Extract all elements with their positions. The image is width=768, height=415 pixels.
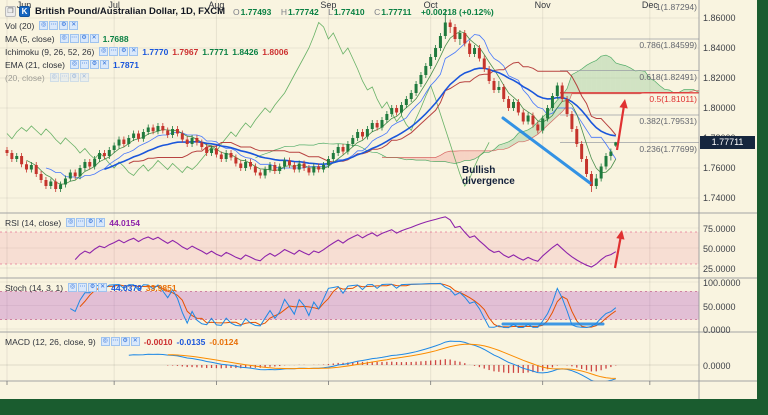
volume-indicator-label[interactable]: Vol (20): [5, 20, 35, 31]
hidden-ma-indicator-buttons: ◎ ⋯ ⚙ ✕: [49, 73, 89, 82]
ma-indicator-label[interactable]: MA (5, close): [5, 33, 55, 44]
low-label: L: [328, 7, 333, 17]
time-axis[interactable]: [0, 381, 699, 399]
stoch-indicator-buttons: ◎ ⋯ ⚙ ✕: [68, 283, 108, 292]
menu-icon[interactable]: ⋯: [110, 337, 120, 346]
eye-icon[interactable]: ◎: [66, 218, 76, 227]
menu-icon[interactable]: ⋯: [49, 21, 59, 30]
desktop-edge-right: [757, 0, 768, 415]
close-icon[interactable]: ✕: [79, 73, 89, 82]
ohlc-readout: O1.77493 H1.77742 L1.77410 C1.77711 +0.0…: [228, 2, 494, 20]
ema-indicator-buttons: ◎ ⋯ ⚙ ✕: [70, 60, 109, 69]
eye-icon[interactable]: ◎: [100, 337, 110, 346]
legend-row-ichimoku: Ichimoku (9, 26, 52, 26) ◎ ⋯ ⚙ ✕ 1.7770 1.7…: [5, 45, 494, 58]
window-restore-icon[interactable]: ❐: [5, 5, 16, 17]
settings-icon[interactable]: ⚙: [86, 218, 96, 227]
ichimoku-senkou-a-value: 1.8426: [232, 46, 259, 57]
chart-canvas[interactable]: [0, 0, 757, 399]
eye-icon[interactable]: ◎: [39, 21, 49, 30]
ichimoku-kijun-value: 1.7967: [172, 46, 199, 57]
desktop-edge-bottom: [0, 399, 768, 415]
open-value: 1.77493: [240, 7, 272, 17]
menu-icon[interactable]: ⋯: [76, 218, 86, 227]
rsi-value: 44.0154: [109, 217, 140, 228]
volume-indicator-buttons: ◎ ⋯ ⚙ ✕: [39, 21, 79, 30]
eye-icon[interactable]: ◎: [59, 34, 69, 43]
change-value: +0.00218 (+0.12%): [420, 7, 494, 17]
close-icon[interactable]: ✕: [98, 283, 108, 292]
settings-icon[interactable]: ⚙: [69, 73, 79, 82]
k-logo-icon[interactable]: K: [19, 5, 30, 17]
eye-icon[interactable]: ◎: [49, 73, 59, 82]
stoch-indicator-label[interactable]: Stoch (14, 3, 1): [5, 282, 64, 293]
main-legend: ❐ K British Pound/Australian Dollar, 1D,…: [5, 3, 494, 84]
stoch-k-value: 44.0379: [111, 282, 142, 293]
bullish-divergence-note[interactable]: Bullish divergence: [462, 165, 515, 187]
legend-row-ma: MA (5, close) ◎ ⋯ ⚙ ✕ 1.7688: [5, 32, 494, 45]
high-label: H: [280, 7, 287, 17]
menu-icon[interactable]: ⋯: [109, 47, 119, 56]
eye-icon[interactable]: ◎: [68, 283, 78, 292]
ma-indicator-buttons: ◎ ⋯ ⚙ ✕: [59, 34, 99, 43]
price-axis[interactable]: [699, 0, 757, 399]
rsi-indicator-buttons: ◎ ⋯ ⚙ ✕: [66, 218, 106, 227]
rsi-indicator-label[interactable]: RSI (14, close): [5, 217, 62, 228]
settings-icon[interactable]: ⚙: [119, 47, 129, 56]
menu-icon[interactable]: ⋯: [59, 73, 69, 82]
last-price-badge: 1.77711: [700, 136, 755, 149]
ichimoku-senkou-b-value: 1.8006: [262, 46, 289, 57]
rsi-legend: RSI (14, close) ◎ ⋯ ⚙ ✕ 44.0154: [5, 216, 140, 229]
legend-row-hidden-ma: (20, close) ◎ ⋯ ⚙ ✕: [5, 71, 494, 84]
close-icon[interactable]: ✕: [130, 337, 140, 346]
ichimoku-indicator-label[interactable]: Ichimoku (9, 26, 52, 26): [5, 46, 95, 57]
stoch-d-value: 33.9851: [145, 282, 177, 293]
menu-icon[interactable]: ⋯: [69, 34, 79, 43]
ichimoku-indicator-buttons: ◎ ⋯ ⚙ ✕: [99, 47, 139, 56]
legend-row-volume: Vol (20) ◎ ⋯ ⚙ ✕: [5, 19, 494, 32]
hidden-ma-indicator-label[interactable]: (20, close): [5, 72, 45, 83]
symbol-row: ❐ K British Pound/Australian Dollar, 1D,…: [5, 3, 494, 19]
high-value: 1.77742: [287, 7, 319, 17]
ichimoku-chikou-value: 1.7771: [202, 46, 229, 57]
settings-icon[interactable]: ⚙: [79, 34, 89, 43]
ema-value: 1.7871: [113, 59, 139, 70]
settings-icon[interactable]: ⚙: [59, 21, 69, 30]
macd-signal-value: -0.0124: [209, 336, 239, 347]
ma-value: 1.7688: [102, 33, 129, 44]
eye-icon[interactable]: ◎: [99, 47, 109, 56]
symbol-title[interactable]: British Pound/Australian Dollar, 1D, FXC…: [35, 5, 226, 17]
settings-icon[interactable]: ⚙: [90, 60, 99, 69]
ema-indicator-label[interactable]: EMA (21, close): [5, 59, 65, 70]
macd-hist-value: -0.0010: [143, 336, 173, 347]
close-icon[interactable]: ✕: [129, 47, 139, 56]
close-label: C: [374, 7, 381, 17]
ichimoku-tenkan-value: 1.7770: [142, 46, 169, 57]
eye-icon[interactable]: ◎: [70, 60, 79, 69]
close-value: 1.77711: [381, 7, 412, 17]
close-icon[interactable]: ✕: [96, 218, 106, 227]
menu-icon[interactable]: ⋯: [80, 60, 89, 69]
macd-indicator-label[interactable]: MACD (12, 26, close, 9): [5, 336, 96, 347]
low-value: 1.77410: [333, 7, 365, 17]
stoch-legend: Stoch (14, 3, 1) ◎ ⋯ ⚙ ✕ 44.0379 33.9851: [5, 281, 177, 294]
settings-icon[interactable]: ⚙: [88, 283, 98, 292]
close-icon[interactable]: ✕: [89, 34, 99, 43]
open-label: O: [233, 7, 240, 17]
macd-legend: MACD (12, 26, close, 9) ◎ ⋯ ⚙ ✕ -0.0010 -0.…: [5, 335, 238, 348]
close-icon[interactable]: ✕: [100, 60, 109, 69]
close-icon[interactable]: ✕: [69, 21, 79, 30]
macd-indicator-buttons: ◎ ⋯ ⚙ ✕: [100, 337, 140, 346]
legend-row-ema: EMA (21, close) ◎ ⋯ ⚙ ✕ 1.7871: [5, 58, 494, 71]
macd-line-value: -0.0135: [176, 336, 206, 347]
settings-icon[interactable]: ⚙: [120, 337, 130, 346]
menu-icon[interactable]: ⋯: [78, 283, 88, 292]
